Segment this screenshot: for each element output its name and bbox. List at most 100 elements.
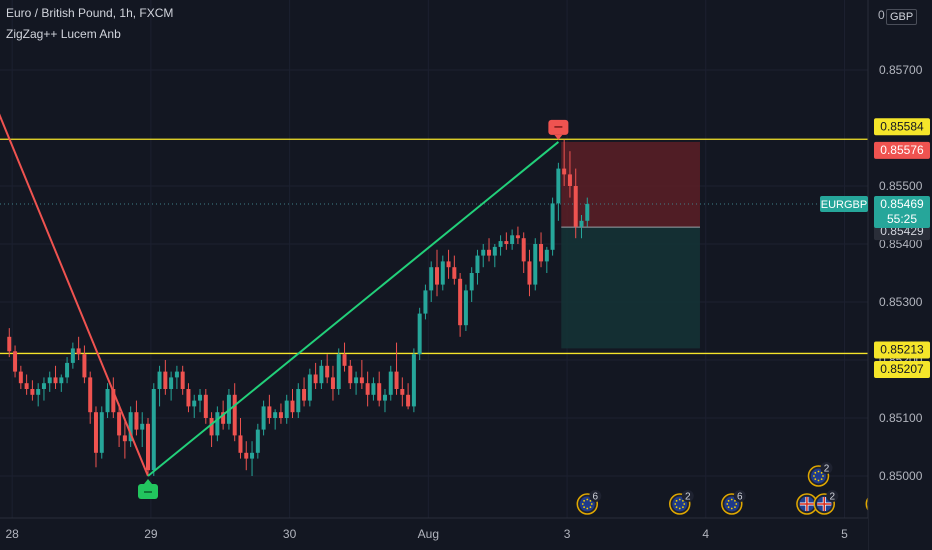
candle: [244, 441, 249, 471]
candle-body: [573, 186, 578, 227]
price-tick-label: 0.85700: [879, 63, 923, 77]
candle-body: [30, 389, 35, 395]
candle-body: [24, 383, 29, 389]
candle-body: [59, 377, 64, 384]
eu-flag-star: [586, 498, 589, 501]
candle-body: [429, 267, 434, 291]
time-tick-label: 30: [283, 527, 297, 541]
candle-body: [18, 371, 23, 384]
candle: [354, 371, 359, 395]
eu-flag-star: [817, 479, 820, 482]
candlestick-series: [7, 139, 590, 476]
time-axis[interactable]: 28 29 30 Aug 3 4 5: [0, 517, 868, 550]
position-stop-zone[interactable]: [561, 141, 700, 228]
candle-body: [423, 290, 428, 314]
candle: [371, 377, 376, 401]
candle: [41, 377, 46, 401]
candle-body: [169, 377, 174, 389]
price-tag[interactable]: [874, 141, 930, 159]
candle: [122, 418, 127, 459]
candle: [290, 389, 295, 418]
candle-body: [99, 412, 104, 453]
candle: [255, 423, 260, 459]
candle: [82, 345, 87, 384]
eu-flag-star: [590, 503, 593, 505]
candle: [70, 342, 75, 369]
candle-body: [446, 261, 451, 268]
candle-body: [105, 389, 110, 413]
candle: [330, 365, 335, 401]
candle: [521, 232, 526, 273]
eu-flag-star: [727, 499, 730, 502]
candle-body: [562, 168, 567, 175]
eu-flag-star: [678, 498, 681, 501]
candle-body: [122, 435, 127, 442]
candle-body: [278, 412, 283, 418]
candle-body: [146, 423, 150, 471]
short-position-tool[interactable]: [561, 141, 700, 349]
price-tag-label: 0.85584: [880, 119, 924, 133]
candle: [562, 139, 567, 186]
zigzag-indicator: [0, 113, 569, 499]
price-tick-label: 0.85300: [879, 295, 923, 309]
indicator-label[interactable]: ZigZag++ Lucem Anb: [6, 27, 121, 41]
candle: [458, 273, 463, 337]
candle-body: [342, 354, 347, 366]
event-marker[interactable]: 6: [721, 490, 746, 515]
last-price-tag[interactable]: [874, 195, 930, 228]
candle: [492, 244, 497, 268]
candle: [151, 383, 156, 476]
position-target-zone[interactable]: [561, 227, 700, 349]
price-axis[interactable]: 00.850000.851000.852000.853000.854000.85…: [820, 0, 932, 550]
event-marker[interactable]: 6: [576, 490, 602, 515]
candle-body: [539, 244, 544, 262]
candle: [406, 383, 411, 410]
candle: [527, 249, 532, 297]
candle: [515, 226, 520, 244]
eu-flag-star: [589, 499, 592, 502]
candle-body: [232, 394, 237, 436]
eu-flag-star: [583, 506, 585, 509]
event-count: 6: [592, 492, 598, 503]
candle: [452, 255, 457, 285]
event-marker[interactable]: 2: [807, 462, 833, 487]
currency-badge[interactable]: GBP: [886, 9, 918, 25]
candle: [7, 328, 12, 358]
eu-flag-star: [674, 503, 677, 505]
last-price-label: 0.85469: [880, 197, 924, 211]
eu-flag-star: [682, 506, 684, 509]
candle-body: [365, 383, 370, 395]
candle: [417, 307, 422, 360]
eu-flag-star: [682, 499, 684, 502]
price-tag[interactable]: [874, 341, 930, 359]
candle-body: [302, 389, 307, 401]
horizontal-levels[interactable]: [0, 138, 868, 355]
symbol-tag[interactable]: [820, 195, 868, 212]
candle-body: [313, 374, 318, 384]
candle-body: [215, 412, 220, 436]
candle-body: [388, 371, 393, 395]
eu-flag-star: [813, 475, 815, 477]
candle: [128, 406, 133, 447]
candle: [429, 261, 434, 302]
candle: [140, 412, 145, 447]
price-tag[interactable]: [874, 360, 930, 378]
event-marker[interactable]: 2: [669, 490, 694, 515]
candle: [18, 365, 23, 389]
price-tag[interactable]: [874, 118, 930, 136]
candle-body: [157, 371, 162, 389]
candle: [446, 249, 451, 279]
candle: [278, 403, 283, 424]
candle-body: [348, 365, 353, 384]
candle-body: [556, 168, 561, 204]
candle-body: [76, 348, 81, 355]
candle-body: [544, 249, 549, 262]
candle-body: [140, 423, 145, 430]
candle-body: [463, 290, 468, 326]
candle-body: [134, 412, 139, 430]
event-marker[interactable]: 2: [813, 490, 839, 515]
event-count-badge: [733, 490, 746, 502]
candle-body: [411, 354, 416, 407]
